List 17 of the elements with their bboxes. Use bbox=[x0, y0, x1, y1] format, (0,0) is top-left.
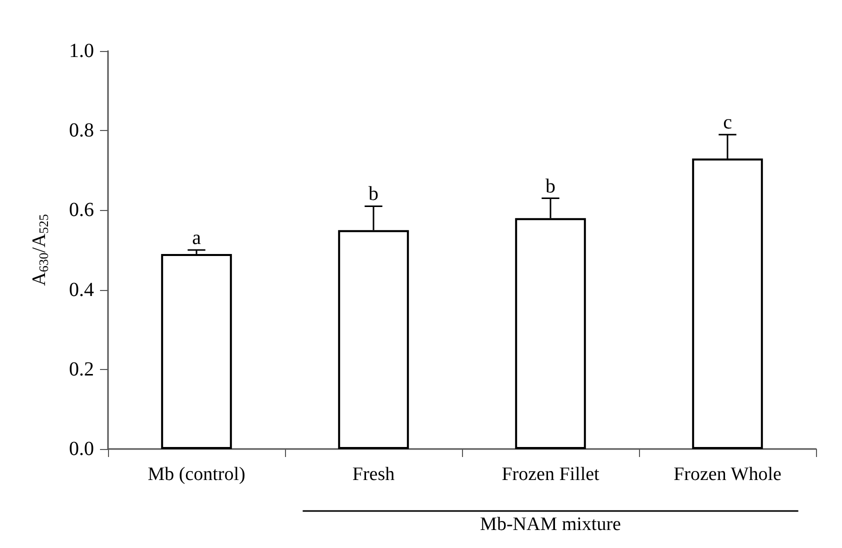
y-tick-label: 0.4 bbox=[69, 278, 94, 301]
x-tick-label: Frozen Whole bbox=[674, 464, 782, 485]
text: Mb-NAM mixture bbox=[480, 514, 621, 535]
x-tick-label: Frozen Fillet bbox=[502, 464, 600, 485]
y-tick-label: 0.8 bbox=[69, 120, 94, 142]
y-axis-title: A630/A525 bbox=[29, 214, 51, 286]
bar bbox=[161, 254, 232, 449]
y-tick-label: 0.6 bbox=[69, 199, 94, 222]
y-tick-label: 0.0 bbox=[69, 438, 94, 460]
y-tick-label: 1.0 bbox=[69, 40, 94, 62]
annotation: b bbox=[546, 175, 556, 198]
annotation: b bbox=[368, 183, 378, 206]
x-tick-label: Fresh bbox=[352, 464, 396, 485]
x-tick-label: Mb (control) bbox=[148, 464, 246, 485]
annotation: c bbox=[723, 112, 732, 134]
annotation: a bbox=[192, 227, 202, 249]
y-tick-label: 0.2 bbox=[69, 358, 94, 380]
